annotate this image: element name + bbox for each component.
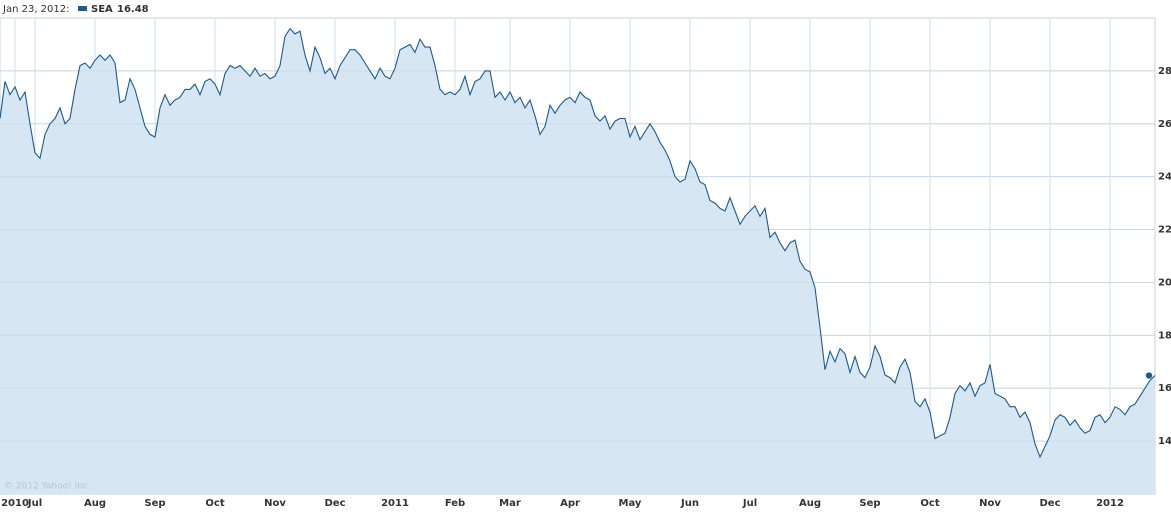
x-tick-label: 2010 [1, 498, 29, 509]
y-tick-label: 18 [1158, 330, 1171, 341]
y-tick-label: 16 [1158, 383, 1171, 394]
x-tick-label: Feb [445, 498, 465, 509]
x-tick-label: 2011 [381, 498, 409, 509]
x-tick-label: Oct [205, 498, 224, 509]
last-point [1145, 372, 1153, 379]
x-tick-label: Aug [84, 498, 106, 509]
y-tick-label: 26 [1158, 119, 1171, 130]
line [0, 27, 1156, 459]
x-tick-label: 2012 [1096, 498, 1124, 509]
x-tick-label: Dec [1039, 498, 1060, 509]
x-tick-label: Jul [27, 498, 42, 509]
y-tick-label: 14 [1158, 436, 1171, 447]
legend-value: 16.48 [117, 4, 149, 15]
x-tick-label: Aug [799, 498, 821, 509]
x-tick-label: Jun [680, 498, 699, 509]
y-tick-label: 28 [1158, 66, 1171, 77]
legend-swatch [78, 6, 87, 11]
x-tick-label: Sep [144, 498, 165, 509]
x-tick-label: Dec [324, 498, 345, 509]
watermark: © 2012 Yahoo! Inc. [4, 482, 91, 492]
x-tick-label: Nov [979, 498, 1001, 509]
x-tick-label: Oct [920, 498, 939, 509]
x-tick-label: Jul [742, 498, 757, 509]
area [0, 28, 1155, 494]
x-tick-label: Mar [499, 498, 521, 509]
y-tick-label: 22 [1158, 225, 1171, 236]
x-tick-label: Apr [560, 498, 580, 509]
legend-name: SEA [91, 4, 113, 15]
y-tick-label: 24 [1158, 172, 1171, 183]
header-band [0, 0, 1171, 18]
x-tick-label: Nov [264, 498, 286, 509]
x-tick-label: May [619, 498, 642, 509]
x-tick-label: Sep [859, 498, 880, 509]
y-tick-label: 20 [1158, 277, 1171, 288]
plot-area: © 2012 Yahoo! Inc.14161820222426282010Ju… [0, 17, 1171, 509]
date-label: Jan 23, 2012: [2, 4, 70, 15]
